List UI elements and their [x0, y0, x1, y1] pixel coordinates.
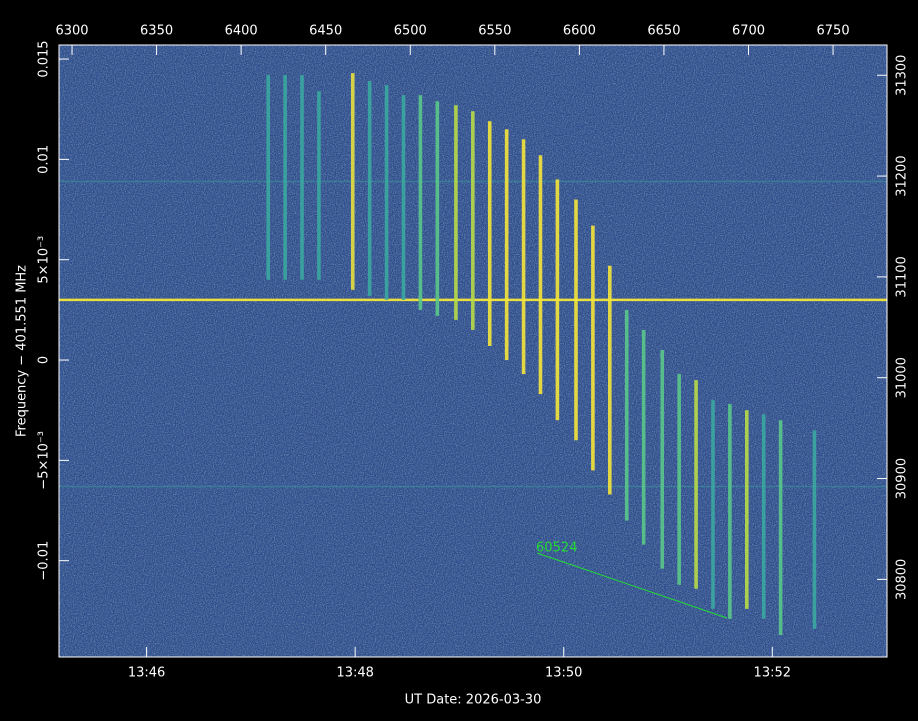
x2-tick-label: 6500 [394, 24, 427, 39]
burst [555, 179, 560, 421]
burst [745, 410, 749, 609]
burst [454, 105, 458, 320]
burst [487, 121, 492, 346]
burst [283, 75, 287, 280]
burst [660, 349, 665, 569]
y-tick-label: −0.01 [37, 541, 52, 581]
x2-tick-label: 6300 [55, 24, 88, 39]
burst [401, 95, 406, 300]
x2-tick-label: 6450 [309, 24, 342, 39]
burst [624, 309, 629, 521]
y2-tick-label: 31100 [895, 256, 910, 297]
burst [350, 73, 355, 290]
x2-tick-label: 6600 [563, 24, 596, 39]
y-axis-label: Frequency − 401.551 MHz [15, 265, 30, 437]
x2-tick-label: 6350 [140, 24, 173, 39]
x-tick-label: 13:52 [754, 666, 791, 681]
annotation-line [536, 552, 728, 619]
x-axis-label: UT Date: 2026-03-30 [405, 693, 542, 708]
burst [504, 129, 509, 361]
burst [384, 85, 389, 300]
burst [317, 91, 321, 280]
burst [711, 400, 715, 609]
y-tick-label: −5×10⁻³ [37, 431, 52, 490]
y-tick-label: 0.01 [37, 145, 52, 174]
x2-tick-label: 6650 [647, 24, 680, 39]
burst [694, 380, 698, 589]
burst [641, 329, 646, 545]
burst [435, 101, 440, 316]
x2-tick-label: 6550 [478, 24, 511, 39]
burst [300, 75, 304, 280]
burst [418, 95, 423, 310]
frame [58, 44, 888, 658]
x-tick-label: 13:48 [336, 666, 373, 681]
burst [521, 139, 526, 375]
y2-tick-label: 31000 [895, 357, 910, 398]
plot-marks [59, 73, 887, 635]
annotation: 60524 [536, 541, 577, 556]
x2-tick-label: 6750 [817, 24, 850, 39]
burst [591, 225, 595, 471]
burst [608, 265, 612, 495]
burst [677, 374, 681, 585]
burst [728, 404, 732, 619]
burst [574, 199, 578, 441]
burst [778, 420, 783, 635]
burst [471, 111, 475, 330]
x2-tick-label: 6400 [225, 24, 258, 39]
y2-tick-label: 30800 [895, 559, 910, 600]
x2-tick-label: 6700 [732, 24, 765, 39]
y2-tick-label: 30900 [895, 458, 910, 499]
y-tick-label: 0.015 [37, 40, 52, 77]
x-tick-label: 13:46 [128, 666, 165, 681]
y-tick-label: 5×10⁻³ [37, 236, 52, 284]
y2-tick-label: 31300 [895, 55, 910, 96]
y2-tick-label: 31200 [895, 155, 910, 196]
burst [761, 414, 766, 619]
burst [367, 81, 372, 296]
burst [812, 430, 817, 629]
x-tick-label: 13:50 [545, 666, 582, 681]
y-tick-label: 0 [37, 356, 52, 364]
burst [538, 155, 543, 395]
burst [266, 75, 270, 280]
